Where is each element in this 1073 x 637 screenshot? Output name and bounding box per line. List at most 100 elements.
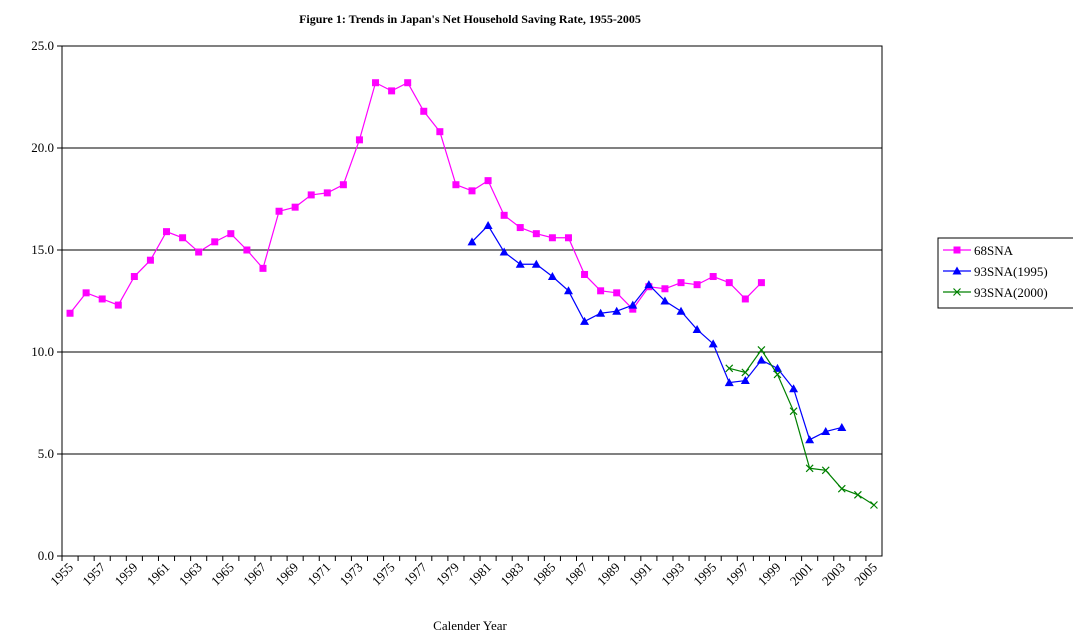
data-point (693, 281, 701, 289)
x-axis-label: Calender Year (433, 618, 507, 633)
data-point (692, 325, 702, 334)
x-tick-label: 2005 (851, 560, 880, 589)
data-point (436, 128, 444, 136)
x-tick-label: 1991 (626, 560, 655, 589)
legend-label: 68SNA (974, 243, 1014, 258)
data-point (741, 368, 750, 377)
series-line (729, 348, 875, 506)
data-point (484, 177, 492, 185)
series-line (471, 224, 842, 441)
data-point (82, 289, 90, 297)
x-tick-label: 1987 (562, 559, 591, 588)
data-point (532, 230, 540, 238)
x-tick-label: 1955 (47, 560, 76, 589)
x-tick-label: 1969 (272, 560, 301, 589)
data-point (821, 466, 830, 475)
data-point (372, 79, 380, 87)
x-tick-label: 1961 (144, 560, 173, 589)
data-point (500, 211, 508, 219)
data-point (756, 355, 766, 364)
data-point (629, 305, 637, 313)
data-point (515, 259, 525, 268)
x-tick-label: 1993 (658, 560, 687, 589)
data-point (821, 427, 831, 436)
data-point (291, 203, 299, 211)
x-tick-label: 1967 (240, 559, 269, 588)
x-tick-label: 1977 (401, 559, 430, 588)
y-tick-label: 0.0 (38, 548, 54, 563)
data-point (531, 259, 541, 268)
x-tick-label: 1973 (337, 560, 366, 589)
x-tick-label: 1971 (304, 560, 333, 589)
data-point (580, 316, 590, 325)
data-point (709, 273, 717, 281)
data-point (564, 234, 572, 242)
data-point (708, 339, 718, 348)
data-point (114, 301, 122, 309)
data-point (597, 287, 605, 295)
series-line (69, 81, 762, 314)
legend-marker (952, 266, 962, 275)
data-point (467, 237, 477, 246)
legend-marker (953, 246, 961, 254)
x-tick-label: 1995 (690, 560, 719, 589)
data-point (853, 490, 862, 499)
x-tick-label: 1979 (433, 560, 462, 589)
data-point (805, 435, 815, 444)
data-point (307, 191, 315, 199)
data-point (725, 279, 733, 287)
data-point (563, 286, 573, 295)
data-point (612, 306, 622, 315)
data-point (516, 224, 524, 232)
data-point (98, 295, 106, 303)
x-tick-label: 1999 (755, 560, 784, 589)
x-tick-label: 1997 (722, 559, 751, 588)
data-point (243, 246, 251, 254)
data-point (644, 280, 654, 289)
data-point (146, 256, 154, 264)
data-point (757, 279, 765, 287)
data-point (227, 230, 235, 238)
data-point (355, 136, 363, 144)
data-point (613, 289, 621, 297)
data-point (773, 370, 782, 379)
data-point (660, 296, 670, 305)
data-point (741, 295, 749, 303)
y-tick-label: 20.0 (31, 140, 54, 155)
legend-label: 93SNA(2000) (974, 285, 1048, 300)
data-point (837, 484, 846, 493)
data-point (725, 364, 734, 373)
data-point (66, 309, 74, 317)
data-point (499, 247, 509, 256)
legend-label: 93SNA(1995) (974, 264, 1048, 279)
x-tick-label: 1985 (530, 560, 559, 589)
data-point (628, 300, 638, 309)
x-tick-label: 1959 (111, 560, 140, 589)
data-point (724, 378, 734, 387)
y-tick-label: 10.0 (31, 344, 54, 359)
data-point (789, 407, 798, 416)
x-tick-label: 1965 (208, 560, 237, 589)
x-tick-label: 2003 (819, 560, 848, 589)
data-point (339, 181, 347, 189)
data-point (757, 346, 766, 354)
data-point (468, 187, 476, 195)
chart-title: Figure 1: Trends in Japan's Net Househol… (299, 12, 641, 26)
data-point (323, 189, 331, 197)
legend-marker (953, 288, 961, 296)
data-point (837, 422, 847, 431)
data-point (677, 279, 685, 287)
data-point (483, 221, 493, 230)
data-point (548, 234, 556, 242)
data-point (259, 264, 267, 272)
plot-frame (61, 45, 883, 557)
data-point (211, 238, 219, 246)
data-point (420, 107, 428, 115)
data-point (404, 79, 412, 87)
data-point (740, 376, 750, 385)
data-point (388, 87, 396, 95)
y-tick-label: 15.0 (31, 242, 54, 257)
data-point (130, 273, 138, 281)
data-point (452, 181, 460, 189)
